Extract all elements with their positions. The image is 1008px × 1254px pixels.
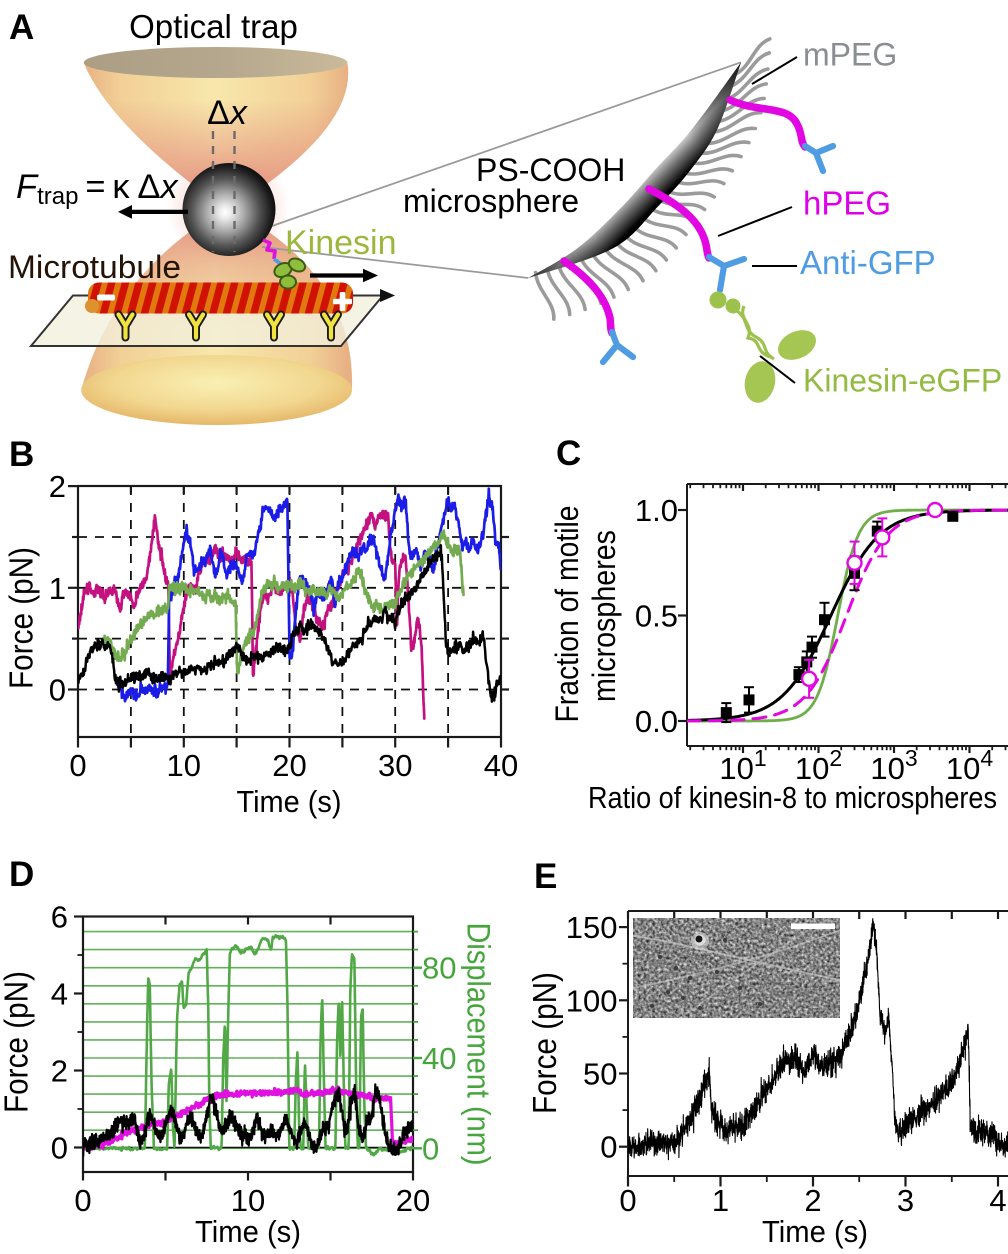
svg-text:Kinesin: Kinesin (285, 224, 397, 262)
svg-text:1.0: 1.0 (635, 493, 678, 528)
svg-text:E: E (534, 857, 557, 896)
svg-text:4: 4 (989, 1183, 1006, 1218)
svg-text:2: 2 (51, 1054, 68, 1089)
svg-text:100: 100 (566, 983, 618, 1018)
svg-text:0: 0 (422, 1131, 439, 1166)
svg-text:40: 40 (422, 1041, 456, 1076)
svg-text:Force (pN): Force (pN) (2, 547, 39, 689)
svg-text:2: 2 (804, 1183, 821, 1218)
svg-text:microsphere: microsphere (403, 183, 579, 219)
svg-text:Δx: Δx (207, 94, 248, 132)
svg-text:40: 40 (484, 748, 518, 783)
svg-text:0: 0 (74, 1183, 91, 1218)
svg-text:Optical trap: Optical trap (129, 8, 298, 45)
svg-text:Ftrap = κ Δx: Ftrap = κ Δx (16, 168, 179, 210)
svg-text:20: 20 (272, 748, 306, 783)
svg-text:Time (s): Time (s) (195, 1214, 301, 1249)
svg-text:20: 20 (396, 1183, 430, 1218)
svg-text:Microtubule: Microtubule (8, 249, 181, 285)
svg-text:0.5: 0.5 (635, 599, 678, 634)
svg-text:30: 30 (378, 748, 412, 783)
svg-text:B: B (9, 435, 34, 474)
svg-text:Anti-GFP: Anti-GFP (800, 244, 936, 281)
svg-text:0: 0 (69, 748, 86, 783)
svg-text:0: 0 (619, 1183, 636, 1218)
svg-text:6: 6 (51, 900, 68, 935)
svg-text:80: 80 (422, 951, 456, 986)
svg-text:0: 0 (49, 673, 66, 708)
svg-text:101: 101 (719, 745, 766, 786)
svg-text:104: 104 (946, 745, 993, 786)
svg-text:Force (pN): Force (pN) (0, 971, 35, 1113)
svg-text:150: 150 (566, 910, 618, 945)
svg-text:1: 1 (49, 571, 66, 606)
svg-text:Time (s): Time (s) (762, 1214, 868, 1249)
svg-text:10: 10 (167, 748, 201, 783)
svg-text:Displacement (nm): Displacement (nm) (461, 923, 497, 1166)
svg-text:A: A (9, 8, 34, 47)
svg-text:2: 2 (49, 469, 66, 504)
svg-text:hPEG: hPEG (803, 184, 891, 221)
svg-text:Time (s): Time (s) (237, 784, 342, 819)
svg-text:Force (pN): Force (pN) (526, 972, 563, 1114)
svg-text:Ratio of kinesin-8 to microsph: Ratio of kinesin-8 to microspheres (588, 780, 997, 815)
svg-text:Fraction of motile: Fraction of motile (549, 506, 585, 723)
svg-text:PS-COOH: PS-COOH (476, 152, 625, 188)
svg-text:0.0: 0.0 (635, 704, 678, 739)
svg-text:4: 4 (51, 977, 68, 1012)
svg-text:C: C (556, 434, 581, 473)
svg-text:0: 0 (51, 1131, 68, 1166)
svg-text:50: 50 (583, 1057, 617, 1092)
svg-text:Kinesin-eGFP: Kinesin-eGFP (803, 362, 1002, 398)
svg-text:10: 10 (231, 1183, 265, 1218)
svg-text:microspheres: microspheres (586, 530, 622, 702)
svg-text:3: 3 (897, 1183, 914, 1218)
svg-text:mPEG: mPEG (803, 37, 897, 73)
svg-text:1: 1 (712, 1183, 729, 1218)
svg-text:D: D (9, 855, 34, 894)
svg-text:102: 102 (795, 745, 842, 786)
svg-text:0: 0 (600, 1130, 617, 1165)
